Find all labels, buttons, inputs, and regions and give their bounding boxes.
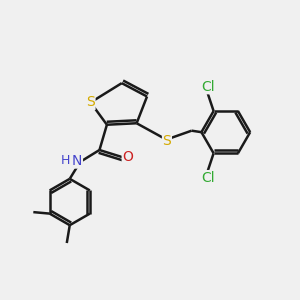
Text: Cl: Cl <box>201 80 214 94</box>
Text: H: H <box>61 154 70 167</box>
Text: O: O <box>122 150 133 164</box>
Text: Cl: Cl <box>201 171 214 184</box>
Text: S: S <box>163 134 171 148</box>
Text: S: S <box>86 95 95 110</box>
Text: N: N <box>72 154 83 168</box>
